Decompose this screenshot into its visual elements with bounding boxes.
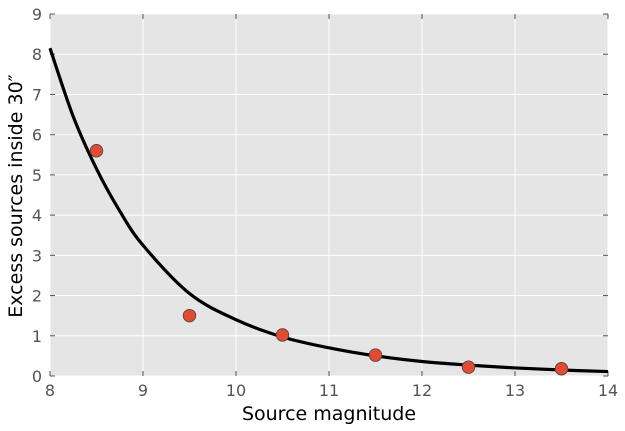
data-point [368, 348, 383, 362]
y-tick-label: 9 [32, 5, 42, 24]
x-tick-label: 8 [45, 381, 55, 400]
data-point [461, 360, 476, 374]
y-tick-label: 3 [32, 246, 42, 265]
data-point [182, 308, 197, 323]
x-axis-label: Source magnitude [242, 403, 416, 425]
data-point [89, 144, 104, 158]
y-tick-label: 1 [32, 327, 42, 346]
x-tick-label: 12 [412, 381, 432, 400]
data-points [89, 144, 569, 376]
x-tick-label: 10 [226, 381, 246, 400]
y-tick-label: 5 [32, 166, 42, 185]
y-tick-label: 7 [32, 85, 42, 104]
x-tick-label: 14 [598, 381, 618, 400]
y-tick-label: 8 [32, 45, 42, 64]
y-tick-label: 2 [32, 287, 42, 306]
y-tick-label: 0 [32, 367, 42, 386]
data-point [554, 362, 569, 376]
x-tick-label: 13 [505, 381, 525, 400]
x-tick-label: 11 [319, 381, 339, 400]
y-tick-label: 4 [32, 206, 42, 225]
data-point [275, 328, 290, 342]
y-axis-label: Excess sources inside 30″ [5, 74, 27, 317]
y-tick-label: 6 [32, 126, 42, 145]
x-tick-label: 9 [138, 381, 148, 400]
